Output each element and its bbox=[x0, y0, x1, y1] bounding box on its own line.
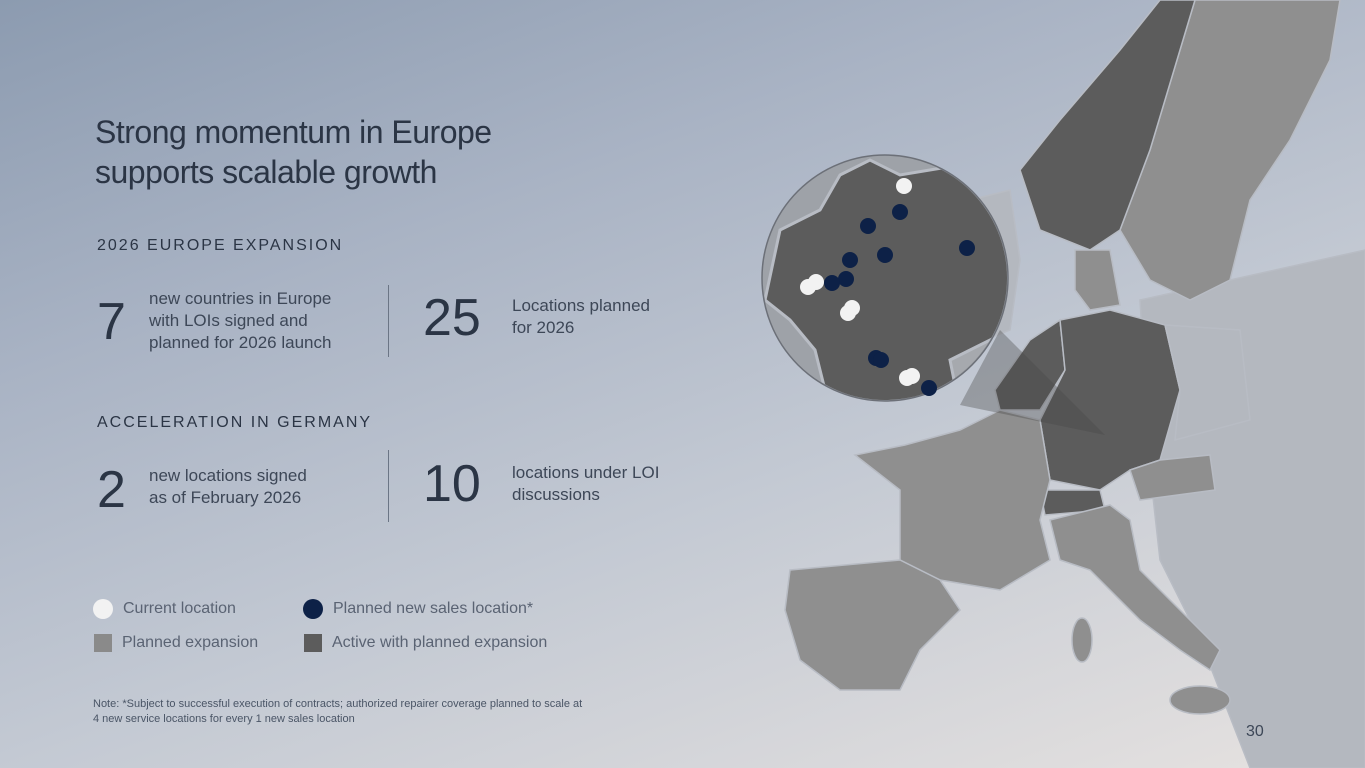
map-denmark bbox=[1074, 249, 1121, 311]
legend-planned-expansion: Planned expansion bbox=[94, 634, 258, 652]
current-location-marker bbox=[800, 279, 816, 295]
current-location-marker bbox=[899, 370, 915, 386]
planned-sales-marker bbox=[892, 204, 908, 220]
planned-sales-marker bbox=[860, 218, 876, 234]
legend-active: Active with planned expansion bbox=[304, 634, 547, 652]
germany-stat-loi: 10 bbox=[423, 455, 481, 513]
zoom-connector bbox=[960, 330, 1105, 435]
map-norway bbox=[1019, 0, 1196, 251]
map-poland-region bbox=[1164, 324, 1251, 442]
germany-stat-signed-label: new locations signed as of February 2026 bbox=[149, 466, 307, 507]
planned-sales-marker bbox=[877, 247, 893, 263]
planned-sales-marker bbox=[824, 275, 840, 291]
europe-stat-countries: 7 bbox=[97, 293, 126, 351]
legend-current-location: Current location bbox=[93, 599, 236, 619]
germany-zoom-inset bbox=[761, 154, 1009, 402]
europe-stat-countries-label: new countries in Europe with LOIs signed… bbox=[149, 289, 332, 352]
europe-stat-locations: 25 bbox=[423, 289, 481, 347]
page-title: Strong momentum in Europe supports scala… bbox=[95, 114, 492, 190]
planned-sales-marker bbox=[959, 240, 975, 256]
footnote: Note: *Subject to successful execution o… bbox=[93, 698, 583, 725]
grey-square-icon bbox=[94, 634, 112, 652]
page-number: 30 bbox=[1246, 723, 1264, 740]
dark-square-icon bbox=[304, 634, 322, 652]
planned-sales-marker bbox=[873, 352, 889, 368]
map-spain-portugal bbox=[784, 559, 961, 691]
divider bbox=[388, 285, 389, 357]
divider bbox=[388, 450, 389, 522]
planned-sales-marker bbox=[842, 252, 858, 268]
current-location-marker bbox=[896, 178, 912, 194]
legend-planned-sales: Planned new sales location* bbox=[303, 599, 533, 619]
map-austria-czech bbox=[1129, 454, 1216, 501]
planned-sales-marker bbox=[921, 380, 937, 396]
planned-sales-marker bbox=[838, 271, 854, 287]
germany-heading: ACCELERATION IN GERMANY bbox=[97, 414, 373, 431]
germany-stat-signed: 2 bbox=[97, 461, 126, 519]
navy-dot-icon bbox=[303, 599, 323, 619]
white-dot-icon bbox=[93, 599, 113, 619]
germany-stat-loi-label: locations under LOI discussions bbox=[512, 463, 660, 504]
europe-stat-locations-label: Locations planned for 2026 bbox=[512, 296, 651, 337]
map-italy bbox=[1049, 504, 1221, 672]
current-location-marker bbox=[840, 305, 856, 321]
europe-heading: 2026 EUROPE EXPANSION bbox=[97, 237, 344, 254]
